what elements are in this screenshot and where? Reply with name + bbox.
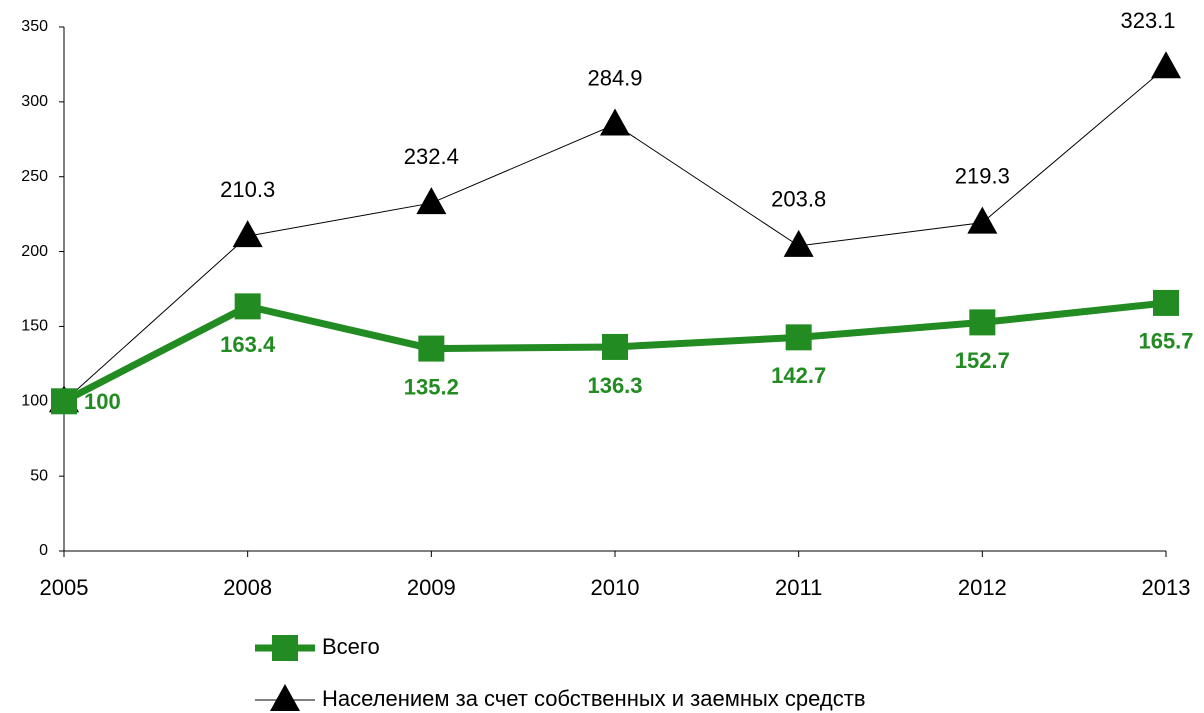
- x-tick-label: 2012: [958, 575, 1007, 600]
- x-tick-label: 2009: [407, 575, 456, 600]
- marker: [418, 335, 445, 362]
- data-label: 232.4: [404, 144, 459, 169]
- x-tick-label: 2013: [1142, 575, 1191, 600]
- marker: [234, 293, 261, 320]
- marker: [969, 309, 996, 336]
- data-label: 219.3: [955, 163, 1010, 188]
- data-label: 203.8: [771, 187, 826, 212]
- data-label: 136.3: [587, 373, 642, 398]
- y-tick-label: 100: [21, 393, 48, 410]
- x-tick-label: 2005: [40, 575, 89, 600]
- marker: [967, 206, 998, 234]
- y-tick-label: 350: [21, 18, 48, 35]
- marker: [416, 187, 447, 215]
- marker: [1153, 289, 1179, 316]
- marker: [783, 229, 814, 257]
- data-label: 323.1: [1120, 8, 1175, 33]
- marker: [785, 324, 812, 351]
- marker: [270, 684, 300, 711]
- legend-label: Всего: [322, 634, 380, 659]
- y-tick-label: 50: [30, 467, 48, 484]
- marker: [600, 108, 630, 136]
- data-label: 165.7: [1138, 329, 1193, 354]
- data-label: 284.9: [587, 65, 642, 90]
- y-tick-label: 0: [39, 542, 48, 559]
- x-tick-label: 2008: [223, 575, 272, 600]
- data-label: 163.4: [220, 332, 276, 357]
- data-label: 142.7: [771, 363, 826, 388]
- data-label: 100: [84, 389, 121, 414]
- legend-label: Населением за счет собственных и заемных…: [322, 686, 866, 711]
- marker: [1151, 51, 1181, 79]
- data-label: 152.7: [955, 348, 1010, 373]
- y-tick-label: 250: [21, 168, 48, 185]
- y-tick-label: 200: [21, 243, 48, 260]
- data-label: 135.2: [404, 374, 459, 399]
- data-label: 210.3: [220, 177, 275, 202]
- marker: [51, 388, 77, 415]
- y-tick-label: 150: [21, 318, 48, 335]
- x-tick-label: 2011: [775, 575, 822, 600]
- marker: [602, 333, 628, 360]
- marker: [272, 635, 298, 661]
- y-tick-label: 300: [21, 93, 48, 110]
- x-tick-label: 2010: [591, 575, 640, 600]
- marker: [232, 220, 263, 248]
